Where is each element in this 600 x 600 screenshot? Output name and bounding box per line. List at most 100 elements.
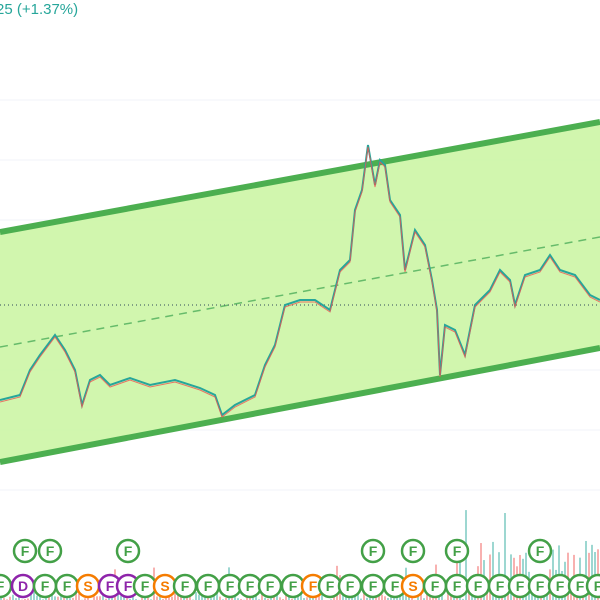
event-marker-label: F xyxy=(346,578,355,594)
event-marker-label: F xyxy=(369,578,378,594)
volume-bar xyxy=(132,595,134,600)
volume-bar xyxy=(84,598,86,600)
volume-bar xyxy=(366,597,368,600)
volume-bar xyxy=(120,596,122,600)
volume-bar xyxy=(303,598,305,600)
event-marker-label: F xyxy=(106,578,115,594)
volume-bar xyxy=(306,597,308,600)
volume-bar xyxy=(504,513,506,600)
event-marker-label: F xyxy=(474,578,483,594)
event-marker-label: F xyxy=(536,578,545,594)
event-marker-label: F xyxy=(0,578,5,594)
volume-bar xyxy=(15,598,17,600)
volume-bar xyxy=(423,598,425,600)
price-series xyxy=(0,144,600,417)
volume-bar xyxy=(279,597,281,600)
event-marker-label: S xyxy=(160,578,169,594)
volume-bar xyxy=(360,598,362,600)
volume-bar xyxy=(198,594,200,600)
volume-bar xyxy=(48,595,50,600)
volume-bar xyxy=(261,594,263,600)
event-marker-label: F xyxy=(266,578,275,594)
volume-bar xyxy=(462,598,464,600)
volume-bar xyxy=(78,594,80,600)
volume-bar xyxy=(27,598,29,600)
volume-bar xyxy=(267,598,269,600)
event-marker-label: D xyxy=(18,578,28,594)
event-marker xyxy=(527,538,553,564)
volume-bar xyxy=(429,596,431,600)
volume-bar xyxy=(558,545,560,600)
event-marker-label: F xyxy=(21,543,30,559)
price-series-down xyxy=(0,146,600,418)
volume-bar xyxy=(51,594,53,600)
volume-bar xyxy=(129,598,131,600)
event-marker-label: F xyxy=(576,578,585,594)
volume-bar xyxy=(546,594,548,600)
volume-bar xyxy=(387,597,389,600)
volume-bar xyxy=(33,592,35,600)
event-marker-label: F xyxy=(124,543,133,559)
event-marker-label: F xyxy=(63,578,72,594)
volume-bar xyxy=(264,597,266,600)
volume-bar xyxy=(102,592,104,600)
volume-bar xyxy=(63,596,65,600)
event-marker-label: F xyxy=(516,578,525,594)
volume-bar xyxy=(273,595,275,600)
volume-bar xyxy=(585,540,587,600)
volume-bar xyxy=(72,597,74,600)
event-marker-label: F xyxy=(391,578,400,594)
volume-bar xyxy=(300,592,302,600)
event-marker xyxy=(400,538,426,564)
event-marker-label: F xyxy=(453,543,462,559)
volume-bar xyxy=(18,595,20,600)
volume-bar xyxy=(12,594,14,600)
volume-bar xyxy=(225,597,227,600)
volume-bar xyxy=(96,596,98,600)
volume-bar xyxy=(75,592,77,600)
event-marker-label: F xyxy=(453,578,462,594)
volume-bar xyxy=(369,596,371,600)
volume-bar xyxy=(486,592,488,600)
event-marker-label: F xyxy=(369,543,378,559)
event-marker-label: F xyxy=(496,578,505,594)
channel-fill xyxy=(0,122,600,462)
volume-bar xyxy=(207,596,209,600)
volume-bar xyxy=(117,593,119,600)
volume-bar xyxy=(480,543,482,600)
volume-bar xyxy=(510,554,512,600)
volume-bar xyxy=(426,592,428,600)
event-marker-label: S xyxy=(83,578,92,594)
event-marker-label: F xyxy=(409,543,418,559)
event-marker-label: S xyxy=(408,578,417,594)
volume-bar xyxy=(123,596,125,600)
volume-bar xyxy=(291,598,293,600)
volume-bar xyxy=(126,598,128,600)
event-markers: FFFFFFFFDFFSFFFSFFFFFFFFFFFSFFFFFFFFF xyxy=(0,538,600,599)
volume-bar xyxy=(93,596,95,600)
event-marker-label: F xyxy=(181,578,190,594)
volume-bar xyxy=(492,541,494,600)
volume-bar xyxy=(9,596,11,600)
volume-bar xyxy=(588,552,590,600)
event-marker-label: F xyxy=(326,578,335,594)
volume-bar xyxy=(489,554,491,600)
event-marker-label: F xyxy=(226,578,235,594)
volume-bar xyxy=(459,547,461,600)
volume-bar xyxy=(168,596,170,600)
event-marker xyxy=(585,573,600,599)
channel-lower xyxy=(0,345,600,465)
event-marker-label: F xyxy=(41,578,50,594)
volume-bar xyxy=(156,596,158,600)
event-marker-label: F xyxy=(556,578,565,594)
volume-bar xyxy=(99,596,101,600)
volume-bar xyxy=(30,594,32,600)
volume-bar xyxy=(318,595,320,600)
volume-bar xyxy=(195,592,197,600)
volume-bar xyxy=(384,596,386,600)
volume-bar xyxy=(210,598,212,600)
volume-bar xyxy=(591,544,593,600)
event-marker-label: F xyxy=(246,578,255,594)
event-marker xyxy=(444,538,470,564)
volume-bar xyxy=(441,594,443,600)
